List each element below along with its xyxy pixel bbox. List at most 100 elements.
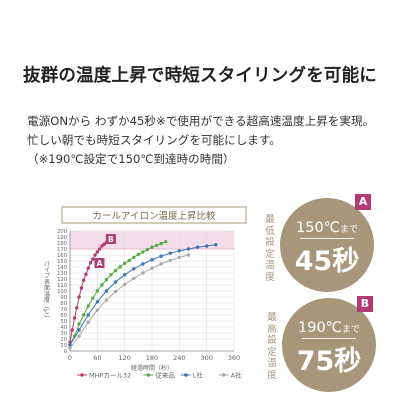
data-point bbox=[113, 280, 118, 284]
data-point bbox=[141, 250, 145, 254]
data-point bbox=[122, 273, 127, 277]
badge-caption: 最低設定温度 bbox=[265, 214, 275, 283]
x-tick-label: 360 bbox=[228, 354, 240, 362]
badge-temp: 190℃ bbox=[298, 320, 342, 336]
data-point bbox=[214, 243, 218, 247]
y-tick-label: 130 bbox=[57, 271, 67, 277]
data-point bbox=[113, 289, 118, 294]
data-point bbox=[77, 322, 81, 326]
data-point bbox=[84, 272, 88, 276]
headline: 抜群の温度上昇で時短スタイリングを可能に bbox=[23, 66, 377, 86]
data-point bbox=[177, 249, 182, 253]
data-point bbox=[132, 276, 136, 281]
chart-title-box bbox=[61, 206, 247, 224]
y-tick-label: 80 bbox=[60, 301, 67, 307]
data-point bbox=[104, 277, 109, 282]
data-point bbox=[186, 247, 191, 251]
data-point bbox=[77, 295, 81, 299]
legend-label: L社 bbox=[193, 370, 204, 379]
data-point bbox=[68, 346, 72, 350]
annotation-label: A bbox=[97, 259, 103, 268]
y-tick-label: 10 bbox=[60, 343, 67, 349]
data-point bbox=[122, 282, 127, 287]
data-point bbox=[100, 283, 104, 287]
data-point bbox=[86, 266, 90, 270]
x-tick-label: 240 bbox=[173, 354, 185, 362]
data-point bbox=[70, 328, 74, 332]
badge-suffix: まで bbox=[339, 225, 358, 235]
data-point bbox=[168, 258, 172, 263]
data-point bbox=[68, 343, 72, 347]
data-point bbox=[86, 313, 90, 317]
series-3 bbox=[68, 243, 218, 347]
description: 電源ONから わずか45秒※で使用ができる超高速温度上昇を実現。 忙しい朝でも時… bbox=[27, 112, 387, 169]
y-tick-label: 90 bbox=[60, 295, 67, 301]
y-axis-label: パイプ表面温度（℃） bbox=[42, 261, 50, 322]
y-tick-label: 60 bbox=[60, 313, 67, 319]
description-line: 忙しい朝でも時短スタイリングを可能にします。 bbox=[27, 133, 281, 147]
data-point bbox=[145, 247, 150, 252]
data-point bbox=[163, 240, 168, 244]
data-point bbox=[72, 316, 77, 320]
data-point bbox=[141, 271, 145, 275]
data-point bbox=[113, 268, 118, 273]
data-point bbox=[77, 328, 81, 332]
description-line: 電源ONから わずか45秒※で使用ができる超高速温度上昇を実現。 bbox=[27, 114, 375, 128]
legend-swatch-dot bbox=[222, 373, 226, 377]
badge-min-temp: 150℃まで 45秒 bbox=[280, 198, 374, 292]
legend-swatch-dot bbox=[184, 373, 188, 377]
data-point bbox=[104, 289, 109, 293]
y-tick-label: 100 bbox=[57, 289, 67, 295]
data-point bbox=[204, 244, 209, 248]
y-tick-label: 190 bbox=[57, 235, 67, 241]
data-point bbox=[177, 255, 182, 260]
data-point bbox=[150, 258, 154, 262]
data-point bbox=[132, 267, 136, 271]
badge-suffix: まで bbox=[341, 325, 360, 335]
data-point bbox=[195, 245, 200, 249]
y-tick-label: 150 bbox=[57, 259, 67, 265]
legend-label: 従来品 bbox=[155, 370, 175, 379]
legend-label: A社 bbox=[231, 370, 242, 379]
data-point bbox=[154, 243, 159, 248]
data-point bbox=[168, 251, 172, 255]
data-point bbox=[81, 313, 86, 317]
series-4 bbox=[68, 253, 191, 350]
y-tick-label: 110 bbox=[57, 283, 67, 289]
data-point bbox=[118, 265, 122, 269]
series-2 bbox=[68, 240, 168, 347]
data-point bbox=[122, 261, 127, 266]
x-tick-label: 60 bbox=[93, 354, 101, 362]
data-point bbox=[95, 289, 100, 293]
y-tick-label: 180 bbox=[57, 241, 67, 247]
legend-swatch-dot bbox=[80, 373, 84, 377]
data-point bbox=[86, 304, 90, 308]
data-point bbox=[91, 257, 95, 261]
data-point bbox=[159, 254, 163, 258]
y-tick-label: 200 bbox=[57, 229, 67, 235]
badge-time: 45秒 bbox=[294, 246, 360, 277]
y-tick-label: 50 bbox=[60, 319, 67, 325]
data-point bbox=[95, 308, 100, 312]
badge-divider bbox=[300, 238, 354, 239]
data-point bbox=[186, 253, 191, 257]
legend-label: MHPカール32 bbox=[89, 371, 131, 379]
data-point bbox=[86, 320, 90, 324]
data-point bbox=[95, 300, 100, 304]
data-point bbox=[104, 298, 109, 302]
y-tick-label: 120 bbox=[57, 277, 67, 283]
badge-temp: 150℃ bbox=[296, 220, 340, 236]
data-point bbox=[95, 250, 100, 254]
x-tick-label: 0 bbox=[68, 354, 72, 362]
x-tick-label: 180 bbox=[146, 354, 158, 362]
data-point bbox=[97, 247, 102, 251]
badge-time: 75秒 bbox=[296, 346, 362, 377]
x-axis-label: 経過時間（秒） bbox=[131, 364, 173, 372]
badge-divider bbox=[302, 338, 356, 339]
y-tick-label: 0 bbox=[64, 349, 67, 355]
x-tick-label: 120 bbox=[118, 354, 130, 362]
x-tick-label: 300 bbox=[200, 354, 212, 362]
data-point bbox=[75, 306, 79, 310]
data-point bbox=[102, 242, 106, 246]
